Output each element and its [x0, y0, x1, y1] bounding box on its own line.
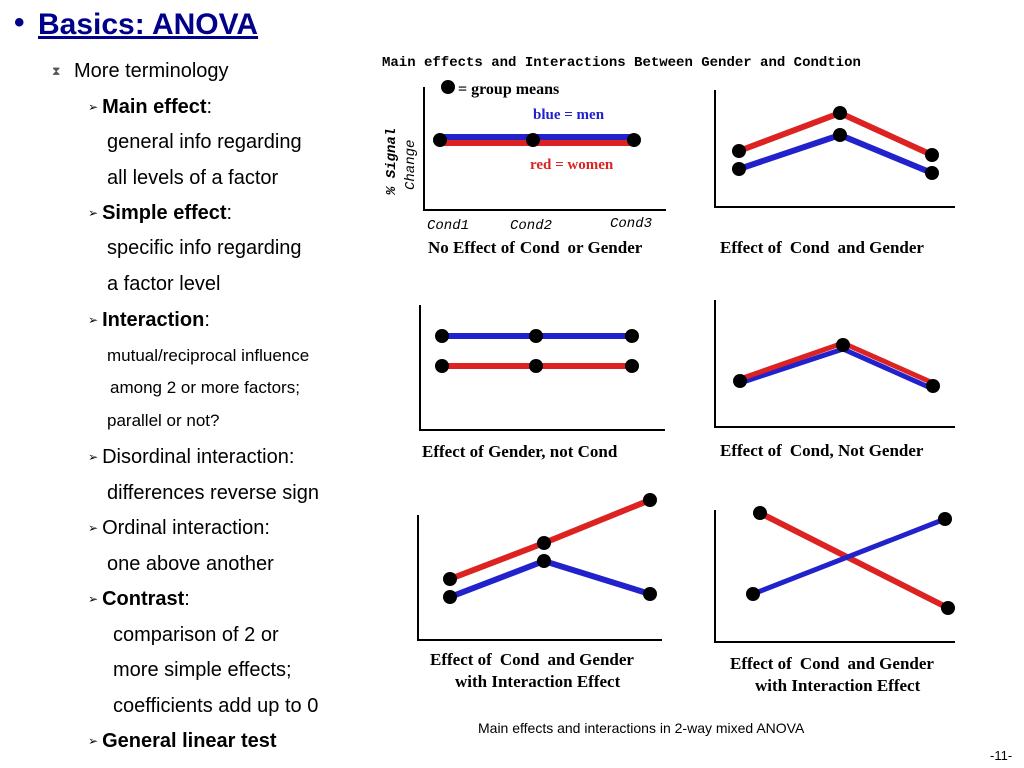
legend-red: red = women	[530, 157, 614, 173]
colon: :	[184, 588, 190, 610]
x-tick: Cond2	[510, 218, 552, 234]
panel-label: Effect of	[720, 441, 782, 460]
list-item-interaction: ➢ Interaction:	[88, 309, 210, 332]
arrow-bullet-icon: ➢	[88, 521, 99, 535]
panel-label: Cond	[790, 238, 830, 257]
term: Main effect	[102, 96, 207, 118]
slide-title: Basics: ANOVA	[38, 8, 259, 41]
legend-dot-label: = group means	[458, 81, 559, 98]
legend-blue: blue = men	[533, 107, 605, 123]
page-number: -11-	[990, 748, 1013, 763]
panel-label: No Effect of	[428, 238, 515, 257]
arrow-bullet-icon: ➢	[88, 206, 99, 220]
desc-line: differences reverse sign	[107, 482, 319, 504]
list-item-main-effect: ➢ Main effect:	[88, 96, 212, 119]
x-tick: Cond1	[427, 218, 469, 234]
panel-5: Effect of Cond and Gender with Interaction…	[417, 493, 662, 691]
desc-line: mutual/reciprocal influence	[107, 346, 310, 365]
list-item-ordinal: ➢ Ordinal interaction:	[88, 517, 270, 540]
term: Disordinal interaction:	[102, 446, 295, 468]
term: Contrast	[102, 588, 185, 610]
desc-line: a factor level	[107, 273, 221, 295]
panel-label: and Gender	[838, 238, 925, 257]
panel-label: Effect of	[720, 238, 782, 257]
panel-label: Effect of	[430, 650, 492, 669]
desc-line: more simple effects;	[113, 659, 292, 681]
panel-label: with Interaction Effect	[755, 676, 921, 695]
legend-dot	[441, 80, 455, 94]
anova-figure: Main effects and Interactions Between Ge…	[382, 55, 955, 695]
panel-label: Cond	[800, 654, 840, 673]
panel-6: Effect of Cond and Gender with Interaction…	[714, 506, 955, 695]
x-tick: Cond3	[610, 216, 652, 232]
list-item-simple-effect: ➢ Simple effect:	[88, 202, 232, 225]
desc-line: comparison of 2 or	[113, 624, 279, 646]
hourglass-bullet-icon: ⧗	[52, 64, 61, 78]
desc-line: all levels of a factor	[107, 167, 279, 189]
panel-label: , Not Gender	[830, 441, 924, 460]
arrow-bullet-icon: ➢	[88, 734, 99, 748]
panel-1: Cond1 Cond2 Cond3 No Effect of Cond or Gen…	[423, 87, 666, 257]
figure-header: Main effects and Interactions Between Ge…	[382, 55, 861, 71]
panel-label: Effect of	[730, 654, 792, 673]
panel-label: Effect of Gender, not Cond	[422, 442, 618, 461]
panel-label: Cond	[790, 441, 830, 460]
colon: :	[206, 96, 213, 118]
desc-line: general info regarding	[107, 131, 302, 153]
y-axis-label-1: % Signal	[384, 128, 400, 196]
desc-line: one above another	[107, 553, 274, 575]
panel-2: Effect of Cond and Gender	[714, 90, 955, 257]
arrow-bullet-icon: ➢	[88, 450, 99, 464]
panel-label: Cond	[520, 238, 560, 257]
list-item: More terminology	[74, 60, 229, 82]
panel-label: and Gender	[848, 654, 935, 673]
term: Simple effect	[102, 202, 227, 224]
desc-line: among 2 or more factors;	[110, 378, 300, 397]
arrow-bullet-icon: ➢	[88, 100, 99, 114]
panel-4: Effect of Cond, Not Gender	[714, 300, 955, 460]
panel-label: with Interaction Effect	[455, 672, 621, 691]
title-bullet: •	[14, 6, 25, 39]
y-axis-label-2: Change	[403, 140, 419, 190]
figure-caption: Main effects and interactions in 2-way m…	[478, 720, 805, 736]
term: Ordinal interaction:	[102, 517, 270, 539]
term: General linear test	[102, 730, 277, 752]
panel-label: Cond	[500, 650, 540, 669]
panel-label: and Gender	[548, 650, 635, 669]
desc-line: coefficients add up to 0	[113, 695, 319, 717]
list-item-glt: ➢ General linear test	[88, 730, 277, 753]
list-item-contrast: ➢ Contrast:	[88, 588, 190, 611]
colon: :	[226, 202, 233, 224]
panel-label: or Gender	[568, 238, 643, 257]
list-item-disordinal: ➢ Disordinal interaction:	[88, 446, 294, 469]
desc-line: parallel or not?	[107, 411, 220, 430]
desc-line: specific info regarding	[107, 237, 302, 259]
panel-3: Effect of Gender, not Cond	[419, 305, 665, 461]
arrow-bullet-icon: ➢	[88, 313, 99, 327]
term: Interaction	[102, 309, 205, 331]
arrow-bullet-icon: ➢	[88, 592, 99, 606]
colon: :	[204, 309, 210, 331]
